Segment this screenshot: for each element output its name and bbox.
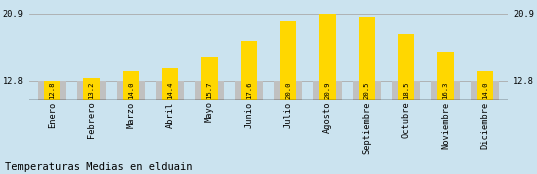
- Text: 13.2: 13.2: [89, 81, 95, 99]
- Bar: [156, 81, 184, 100]
- Text: 14.0: 14.0: [482, 81, 488, 99]
- Text: 20.0: 20.0: [285, 81, 291, 99]
- Bar: [280, 21, 296, 100]
- Bar: [431, 81, 460, 100]
- Bar: [201, 57, 218, 100]
- Bar: [241, 41, 257, 100]
- Bar: [162, 68, 178, 100]
- Bar: [392, 81, 420, 100]
- Text: 16.3: 16.3: [442, 81, 448, 99]
- Text: 20.9: 20.9: [324, 81, 330, 99]
- Bar: [313, 81, 342, 100]
- Bar: [117, 81, 145, 100]
- Bar: [122, 71, 139, 100]
- Bar: [398, 34, 415, 100]
- Text: 20.5: 20.5: [364, 81, 370, 99]
- Bar: [83, 77, 100, 100]
- Bar: [359, 17, 375, 100]
- Bar: [77, 81, 106, 100]
- Text: 17.6: 17.6: [246, 81, 252, 99]
- Bar: [274, 81, 302, 100]
- Text: 15.7: 15.7: [207, 81, 213, 99]
- Text: 14.0: 14.0: [128, 81, 134, 99]
- Bar: [476, 71, 493, 100]
- Bar: [44, 81, 61, 100]
- Bar: [319, 14, 336, 100]
- Text: 18.5: 18.5: [403, 81, 409, 99]
- Bar: [195, 81, 224, 100]
- Bar: [437, 52, 454, 100]
- Bar: [235, 81, 263, 100]
- Text: 12.8: 12.8: [49, 81, 55, 99]
- Bar: [353, 81, 381, 100]
- Bar: [38, 81, 67, 100]
- Bar: [470, 81, 499, 100]
- Text: Temperaturas Medias en elduain: Temperaturas Medias en elduain: [5, 162, 193, 172]
- Text: 14.4: 14.4: [167, 81, 173, 99]
